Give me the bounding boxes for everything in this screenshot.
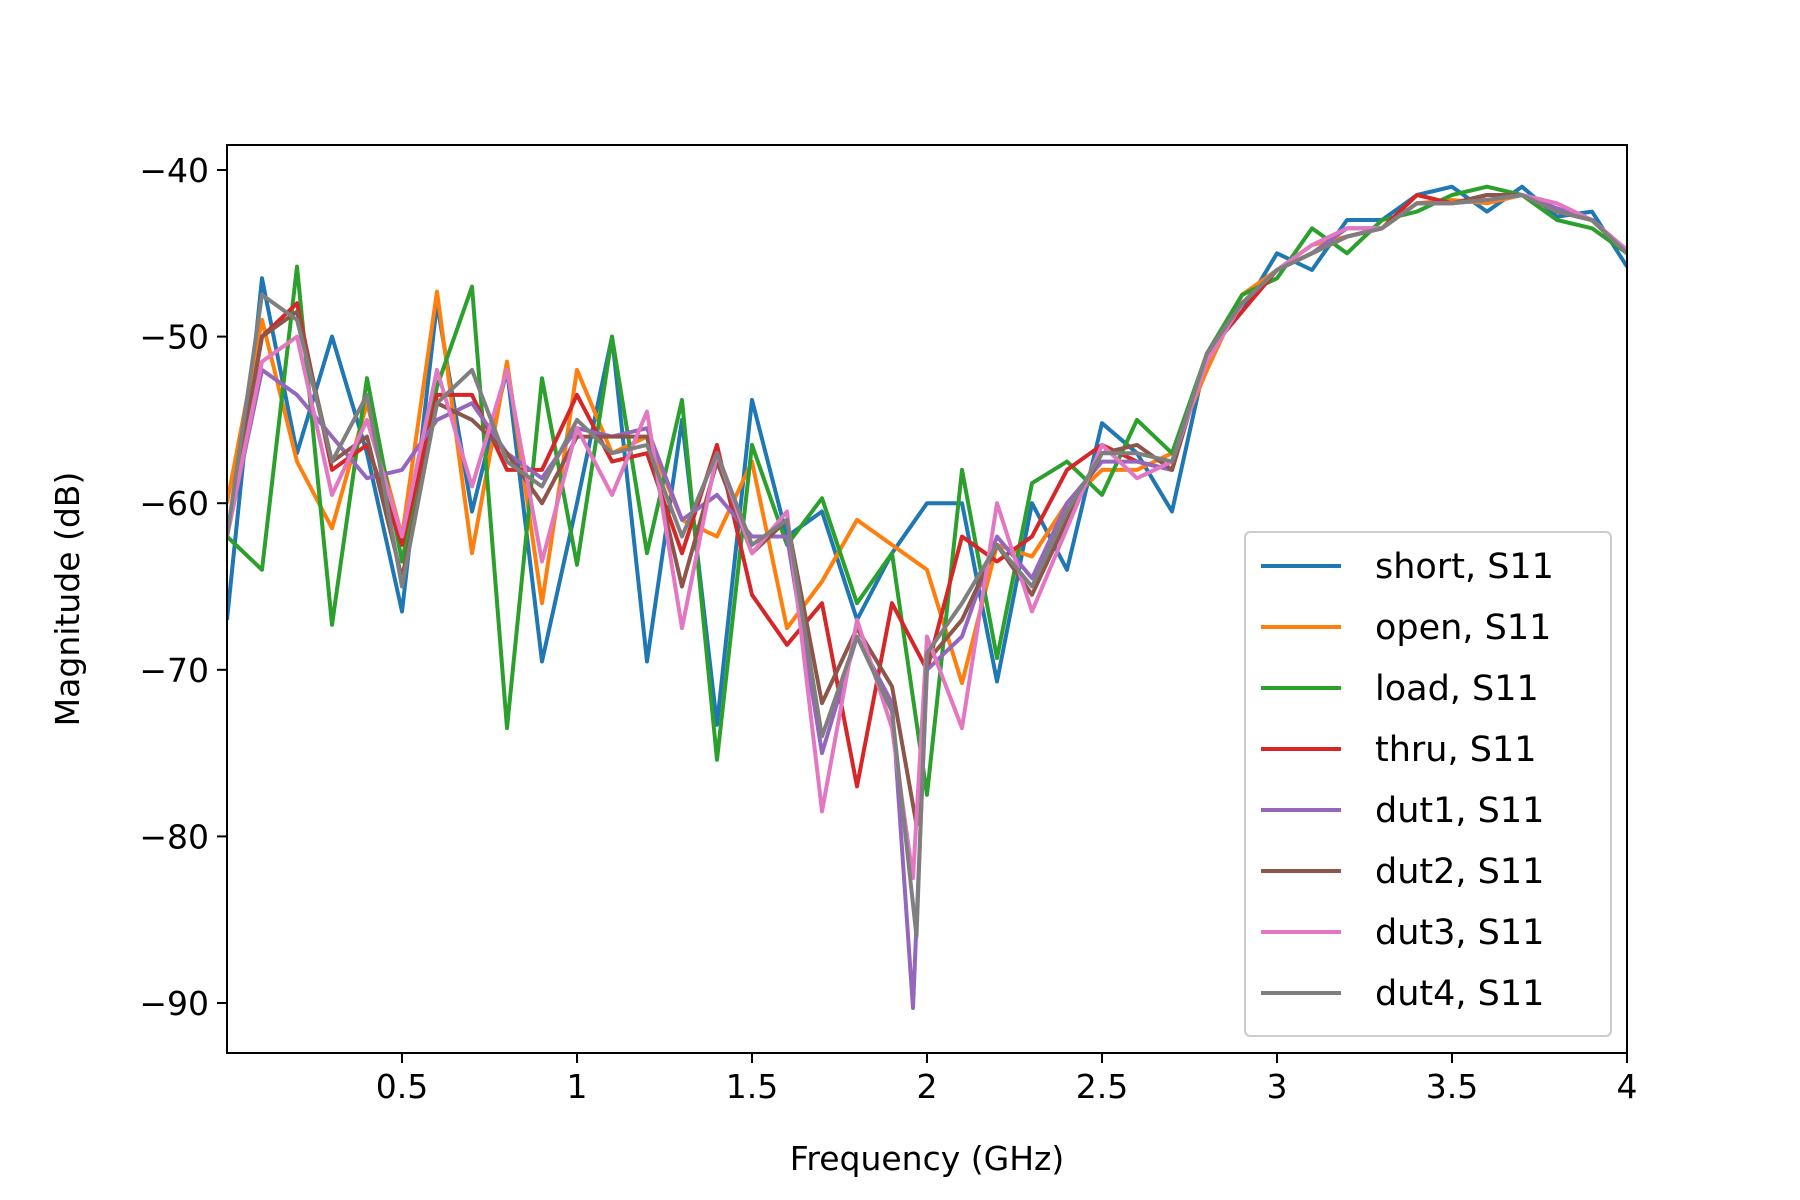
plot-lines [227, 184, 1627, 1010]
x-axis-label: Frequency (GHz) [790, 1139, 1064, 1178]
x-tick-label: 1 [567, 1067, 588, 1106]
x-tick-label: 1.5 [726, 1067, 778, 1106]
x-tick-label: 3.5 [1426, 1067, 1478, 1106]
legend-label: open, S11 [1375, 608, 1551, 648]
y-tick-label: −80 [139, 817, 209, 856]
legend-box [1244, 531, 1612, 1037]
y-tick-label: −90 [139, 984, 209, 1023]
y-tick-label: −70 [139, 651, 209, 690]
legend-label: short, S11 [1375, 547, 1554, 587]
legend-label: thru, S11 [1375, 730, 1536, 770]
y-tick-label: −60 [139, 484, 209, 523]
y-tick-label: −40 [139, 151, 209, 190]
x-tick-label: 0.5 [376, 1067, 428, 1106]
legend-label: dut4, S11 [1375, 974, 1544, 1014]
legend-label: load, S11 [1375, 669, 1539, 709]
x-tick-label: 4 [1617, 1067, 1638, 1106]
series-line-8 [227, 193, 1627, 939]
x-axis: 0.5 1 1.5 2 2.5 3 3.5 4 [376, 1053, 1638, 1106]
y-axis: −40 −50 −60 −70 −80 −90 [139, 151, 227, 1023]
x-tick-label: 2.5 [1076, 1067, 1128, 1106]
legend: short, S11 open, S11 load, S11 thru, S11 dut… [1244, 531, 1612, 1037]
legend-label: dut3, S11 [1375, 913, 1544, 953]
x-tick-label: 3 [1267, 1067, 1288, 1106]
y-tick-label: −50 [139, 318, 209, 357]
legend-label: dut2, S11 [1375, 852, 1544, 892]
y-axis-label: Magnitude (dB) [48, 472, 87, 727]
x-tick-label: 2 [917, 1067, 938, 1106]
legend-label: dut1, S11 [1375, 791, 1544, 831]
